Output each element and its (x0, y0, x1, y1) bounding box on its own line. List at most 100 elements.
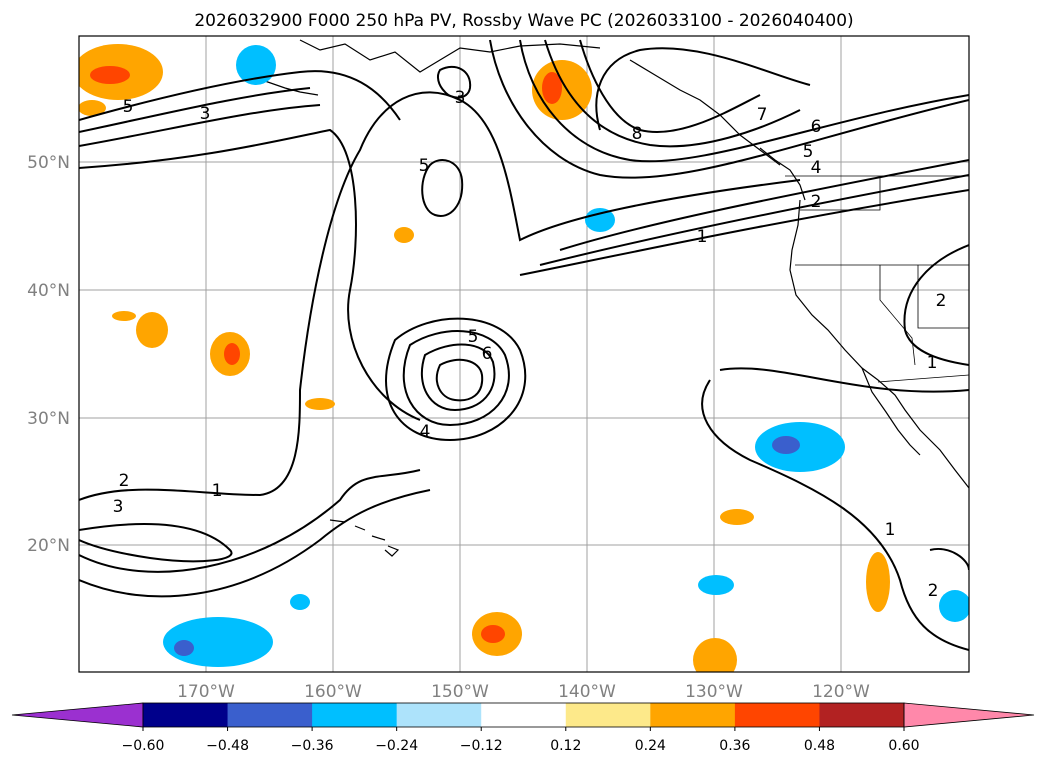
shade-pos-small-30n (305, 398, 335, 410)
shade-neg-north (236, 45, 276, 85)
contour-closed-low-mid (402, 330, 510, 427)
shade-neg-sw-inner (174, 640, 194, 656)
colorbar-bin (143, 703, 229, 727)
colorbar-segments (11, 702, 1035, 728)
contour-closed-low-inner (420, 343, 496, 412)
lon-label: 160°W (304, 682, 362, 702)
shade-pos-west-3-inner (224, 343, 240, 365)
colorbar-extend-max (903, 702, 1035, 728)
contour-label: 5 (803, 142, 814, 162)
contour-label: 8 (632, 124, 643, 144)
lon-label: 150°W (431, 682, 489, 702)
shade-pos-nw-small (79, 100, 106, 116)
contour-label: 1 (212, 481, 223, 501)
contour-label: 3 (200, 104, 211, 124)
colorbar-bin (734, 703, 820, 727)
shade-pos-nw-inner (90, 66, 130, 84)
contour-main-trough (79, 128, 421, 421)
shade-pos-south-edge (693, 638, 737, 672)
colorbar-tick-label: 0.60 (888, 738, 919, 754)
colorbar-tick-label: −0.48 (206, 738, 249, 754)
contour-nw-3 (79, 104, 321, 147)
contour-southern-2 (79, 489, 431, 598)
contour-label: 1 (697, 227, 708, 247)
colorbar-extend-min (11, 702, 144, 728)
colorbar-tick-label: 0.48 (804, 738, 835, 754)
contour-jet-ne-1 (559, 159, 969, 251)
political-borders (785, 175, 969, 383)
colorbar-bin (396, 703, 482, 727)
contour-label: 5 (419, 156, 430, 176)
contour-ridge-4 (579, 39, 761, 133)
contour-upper-closed-5 (421, 159, 464, 217)
contour-label: 7 (757, 105, 768, 125)
contour-ridge-5 (595, 47, 811, 131)
figure-title: 2026032900 F000 250 hPa PV, Rossby Wave … (194, 11, 853, 31)
contour-label: 2 (119, 471, 130, 491)
colorbar-frame (142, 702, 905, 728)
colorbar-ticks: −0.60 −0.48 −0.36 −0.24 −0.12 0.12 0.24 0.36 0.4… (122, 727, 920, 754)
contour-label: 2 (928, 581, 939, 601)
contour-label: 2 (811, 192, 822, 212)
lon-label: 120°W (812, 682, 870, 702)
colorbar-tick-label: 0.36 (719, 738, 750, 754)
contour-label: 6 (811, 117, 822, 137)
colorbar-tick-label: −0.12 (460, 738, 503, 754)
contour-labels: 5 3 3 5 8 7 6 5 4 2 1 5 6 4 1 2 3 2 1 1 (113, 88, 947, 601)
contour-nw-1 (79, 70, 401, 121)
contour-label: 6 (482, 344, 493, 364)
contour-label: 3 (455, 88, 466, 108)
contour-ridge-3 (544, 39, 801, 148)
lat-label: 40°N (27, 281, 70, 301)
colorbar-tick-label: 0.24 (635, 738, 666, 754)
contour-hawaii-jet-2 (79, 523, 233, 563)
shade-neg-sw-small (290, 594, 310, 610)
contour-label: 2 (936, 291, 947, 311)
contour-hawaii-jet-1 (79, 91, 801, 501)
contour-ridge-1 (489, 39, 969, 179)
contour-east-ridge-2 (719, 367, 969, 393)
bc-coast (759, 147, 806, 201)
shade-neg-east-inner (772, 436, 800, 454)
contour-jet-ne-3 (519, 189, 969, 276)
colorbar-tick-label: −0.24 (375, 738, 418, 754)
contour-label: 4 (420, 422, 431, 442)
lon-label: 140°W (558, 682, 616, 702)
state-border-east (917, 265, 969, 329)
contour-e-closed (903, 244, 969, 366)
contour-label: 5 (123, 97, 134, 117)
map-frame (78, 35, 970, 673)
alaska-panhandle-coast (629, 59, 781, 166)
us-west-coast (789, 199, 969, 489)
contour-jet-ne-2 (539, 174, 969, 266)
shade-neg-mid (585, 208, 615, 232)
colorbar-bin (650, 703, 736, 727)
contour-nw-2 (79, 87, 311, 133)
us-mexico-border (877, 374, 969, 383)
latitude-labels: 50°N 40°N 30°N 20°N (27, 153, 70, 556)
shade-neg-east-outer (755, 422, 845, 472)
shade-pos-east-small (720, 509, 754, 525)
shade-pos-mid-small (394, 227, 414, 243)
colorbar-tick-label: −0.36 (291, 738, 334, 754)
contour-closed-low-core (435, 358, 484, 402)
colorbar-bin (565, 703, 651, 727)
colorbar: −0.60 −0.48 −0.36 −0.24 −0.12 0.12 0.24 0.36 0.4… (11, 702, 1035, 754)
shade-pos-east-elong (866, 552, 890, 612)
lat-label: 30°N (27, 409, 70, 429)
shade-neg-south (698, 575, 734, 595)
contour-label: 1 (927, 353, 938, 373)
colorbar-tick-label: 0.12 (550, 738, 581, 754)
contour-label: 5 (468, 327, 479, 347)
colorbar-bin (312, 703, 398, 727)
pv-shading (79, 44, 969, 672)
lat-label: 20°N (27, 536, 70, 556)
shade-neg-sw-outer (163, 617, 273, 667)
colorbar-bin (227, 703, 313, 727)
state-border-ca-nv (879, 265, 916, 366)
contour-southern-1 (79, 469, 421, 573)
contour-label: 4 (811, 158, 822, 178)
lon-label: 130°W (685, 682, 743, 702)
lon-label: 170°W (177, 682, 235, 702)
alaska-coast (299, 39, 601, 73)
